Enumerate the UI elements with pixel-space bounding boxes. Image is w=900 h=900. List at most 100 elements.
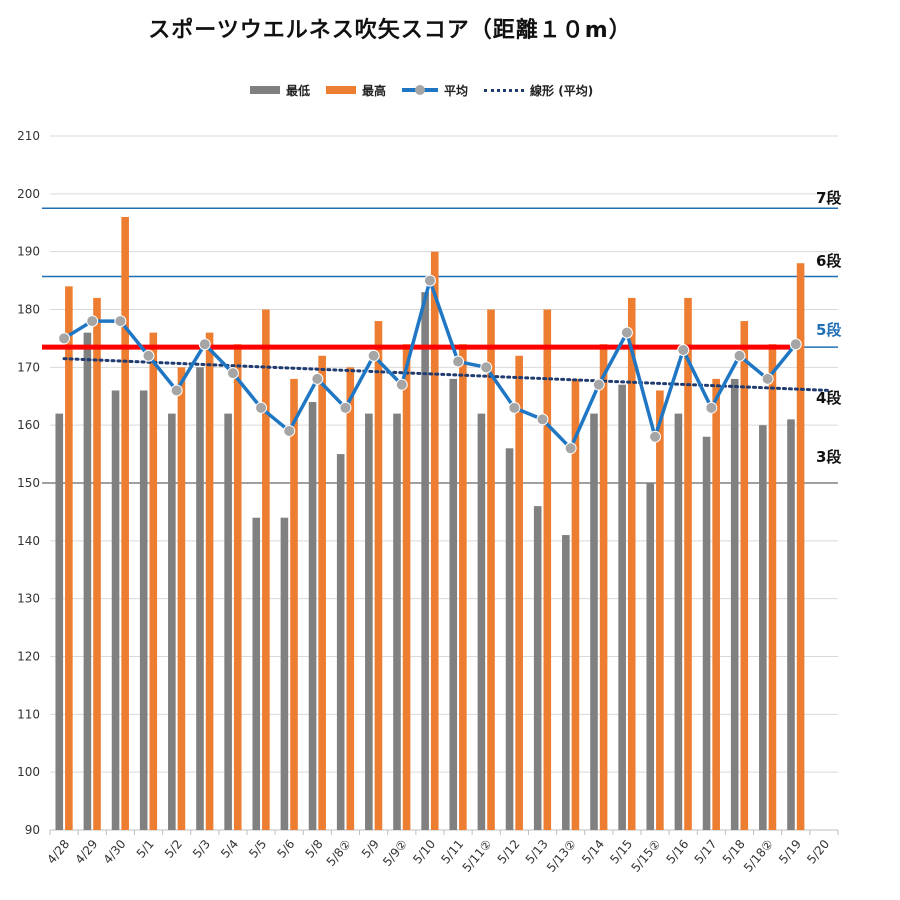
x-tick-label: 5/1 xyxy=(134,837,157,861)
bar-min xyxy=(111,390,120,830)
y-tick-label: 100 xyxy=(17,765,40,779)
x-tick-label: 5/8 xyxy=(303,837,326,861)
x-tick-label: 5/9② xyxy=(380,837,410,869)
y-tick-label: 160 xyxy=(17,418,40,432)
bar-min xyxy=(674,413,683,830)
bar-min xyxy=(590,413,598,830)
x-tick-label: 5/5 xyxy=(246,837,269,861)
x-tick-label: 5/2 xyxy=(162,837,185,861)
average-point xyxy=(733,349,746,362)
bar-max xyxy=(515,355,523,830)
x-tick-label: 5/12 xyxy=(495,837,523,867)
x-tick-label: 5/20 xyxy=(804,837,832,867)
bar-min xyxy=(252,517,261,830)
bar-max xyxy=(571,378,580,830)
average-point xyxy=(592,378,605,391)
bar-min xyxy=(168,413,176,830)
average-point xyxy=(255,401,268,414)
bar-min xyxy=(787,419,795,830)
reference-label: 6段 xyxy=(816,252,841,270)
average-point xyxy=(423,274,436,287)
x-tick-label: 5/14 xyxy=(579,837,607,867)
legend-label-max: 最高 xyxy=(362,83,387,98)
x-tick-label: 5/4 xyxy=(218,837,241,861)
bar-max xyxy=(346,367,355,830)
average-point xyxy=(395,378,408,391)
bar-min xyxy=(421,292,429,830)
bar-min xyxy=(618,384,626,830)
bar-max xyxy=(599,344,608,830)
y-tick-label: 210 xyxy=(17,129,40,143)
average-point xyxy=(283,424,296,437)
x-tick-label: 4/28 xyxy=(44,837,72,867)
bar-max xyxy=(149,332,158,830)
bar-min xyxy=(336,454,345,830)
bar-min xyxy=(533,506,542,830)
x-tick-label: 4/30 xyxy=(101,837,129,867)
average-point xyxy=(761,372,774,385)
bar-max xyxy=(318,355,326,830)
average-point xyxy=(339,401,352,414)
bar-max xyxy=(712,378,720,830)
y-tick-label: 110 xyxy=(17,707,40,721)
average-point xyxy=(226,367,239,380)
average-point xyxy=(649,430,662,443)
bar-min xyxy=(139,390,148,830)
bar-max xyxy=(402,344,411,830)
y-tick-label: 140 xyxy=(17,534,40,548)
x-tick-label: 5/8② xyxy=(324,837,354,869)
legend-swatch-avg xyxy=(402,85,439,95)
legend-label-trend: 線形 (平均) xyxy=(530,83,594,98)
legend-item-min: 最低 xyxy=(250,82,310,99)
y-tick-label: 90 xyxy=(25,823,40,837)
legend-item-avg: 平均 xyxy=(402,82,468,99)
legend-item-trend: 線形 (平均) xyxy=(484,82,593,99)
bar-min xyxy=(477,413,486,830)
x-tick-label: 5/18② xyxy=(741,837,776,875)
bar-min xyxy=(224,413,232,830)
y-tick-label: 190 xyxy=(17,245,40,259)
bar-max xyxy=(796,263,805,830)
average-point xyxy=(198,338,211,351)
average-point xyxy=(677,343,690,356)
bar-max xyxy=(93,297,101,830)
bar-max xyxy=(205,332,214,830)
x-tick-label: 5/19 xyxy=(776,837,804,867)
legend-swatch-trend xyxy=(484,88,525,92)
reference-label: 7段 xyxy=(816,189,841,207)
bar-max xyxy=(374,321,383,830)
legend-swatch-max xyxy=(326,86,357,94)
bar-max xyxy=(487,309,495,830)
average-point xyxy=(705,401,718,414)
bar-min xyxy=(365,413,373,830)
bar-min xyxy=(702,436,711,830)
bar-max xyxy=(656,390,664,830)
y-tick-label: 130 xyxy=(17,592,40,606)
bar-min xyxy=(646,483,655,830)
average-point xyxy=(311,372,324,385)
bar-min xyxy=(562,535,570,830)
legend: 最低 最高 平均 線形 (平均) xyxy=(250,80,609,100)
bar-max xyxy=(459,344,467,830)
y-tick-label: 150 xyxy=(17,476,40,490)
x-tick-label: 5/11② xyxy=(460,837,495,875)
bar-max xyxy=(430,251,439,830)
average-point xyxy=(480,361,493,374)
bar-max xyxy=(177,367,186,830)
legend-item-max: 最高 xyxy=(326,82,386,99)
x-tick-label: 5/17 xyxy=(692,837,720,867)
chart-title: スポーツウエルネス吹矢スコア（距離１０m） xyxy=(148,18,632,43)
x-tick-label: 5/3 xyxy=(190,837,213,861)
legend-swatch-min xyxy=(250,86,280,94)
x-tick-label: 5/13② xyxy=(544,837,579,875)
bar-max xyxy=(121,216,129,830)
bar-min xyxy=(280,517,289,830)
bar-max xyxy=(65,286,73,830)
average-point xyxy=(536,413,549,426)
bar-min xyxy=(730,378,739,830)
average-point xyxy=(170,384,183,397)
x-tick-label: 5/15② xyxy=(628,837,663,875)
bar-min xyxy=(759,425,767,830)
reference-label: 4段 xyxy=(816,389,841,407)
